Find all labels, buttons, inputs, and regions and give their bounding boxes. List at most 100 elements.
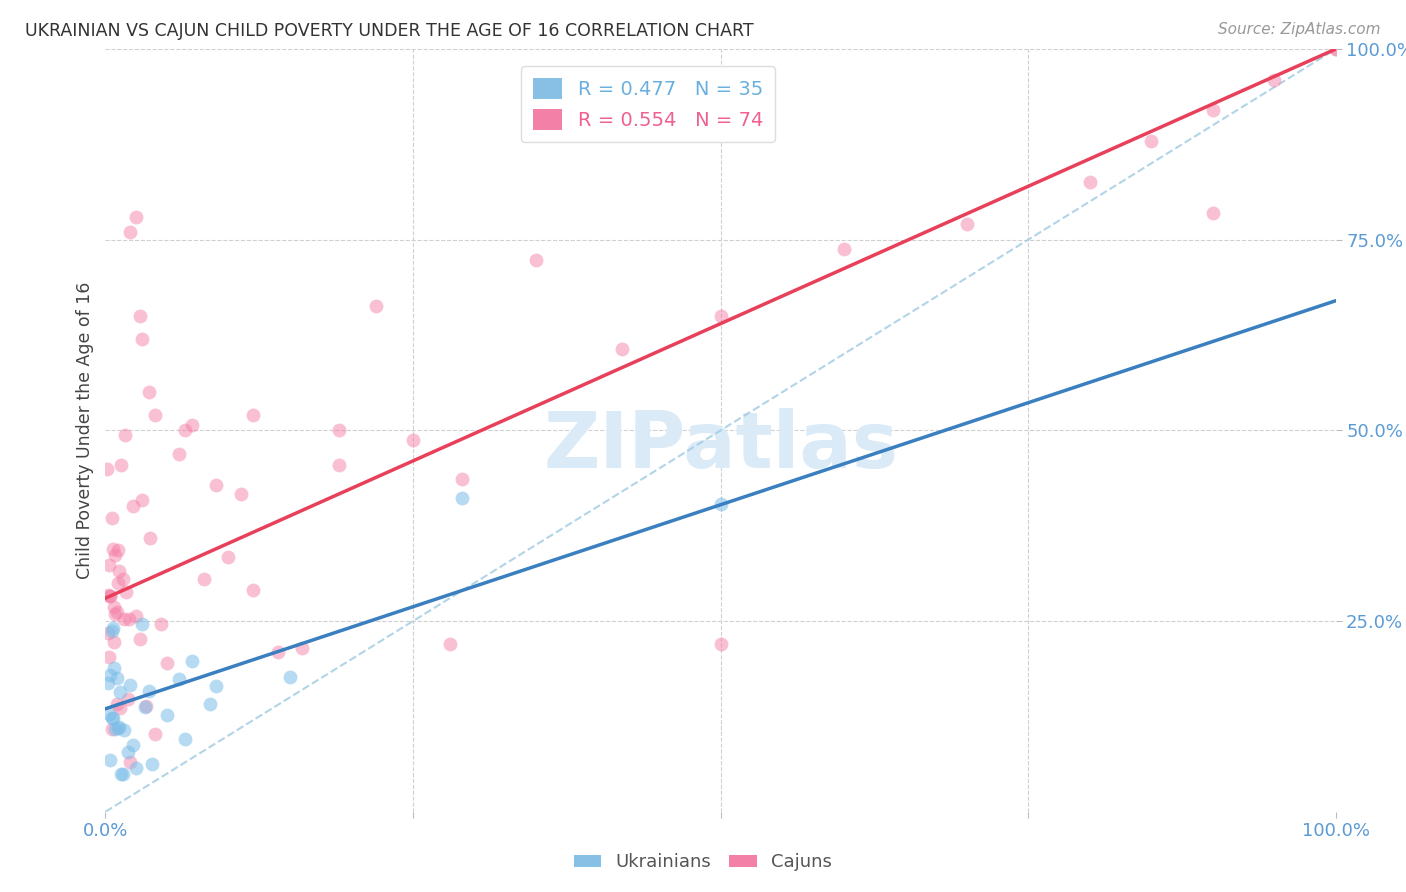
Point [100,511,122,525]
Point [108,720,131,734]
Point [138,531,162,545]
Point [110,458,132,472]
Point [180,654,202,668]
Legend: Ukrainians, Cajuns: Ukrainians, Cajuns [567,847,839,879]
Point [120,678,141,692]
Point [104,722,127,736]
Legend: R = 0.477   N = 35, R = 0.554   N = 74: R = 0.477 N = 35, R = 0.554 N = 74 [522,66,775,142]
Point [120,755,141,769]
Point [169,672,191,686]
Point [143,408,166,422]
Point [107,576,129,591]
Point [180,418,202,433]
Point [117,692,139,706]
Point [125,609,148,624]
Point [98,707,121,722]
Point [141,756,163,771]
Point [121,738,143,752]
Point [174,732,197,747]
Point [278,670,301,684]
Point [98,558,121,573]
Point [366,299,388,313]
Point [110,701,132,715]
Point [242,582,264,597]
Point [143,726,166,740]
Point [111,572,134,586]
Point [1140,134,1163,148]
Point [174,424,197,438]
Point [710,496,733,510]
Point [110,685,132,699]
Point [402,434,425,448]
Point [111,766,134,780]
Point [96,461,118,475]
Point [104,548,127,562]
Point [1263,72,1285,87]
Point [439,637,461,651]
Point [291,640,314,655]
Point [97,676,120,690]
Point [328,424,350,438]
Point [98,589,122,603]
Point [451,472,474,486]
Point [832,243,855,257]
Point [100,624,122,639]
Point [242,408,264,422]
Point [112,612,135,626]
Point [193,573,215,587]
Point [98,668,122,682]
Point [97,625,120,640]
Point [1202,206,1225,220]
Point [131,492,153,507]
Point [1078,176,1101,190]
Point [149,617,172,632]
Point [138,684,160,698]
Point [205,679,228,693]
Point [114,427,136,442]
Point [710,309,733,323]
Point [98,649,121,664]
Point [101,621,124,635]
Point [107,721,129,735]
Point [134,699,156,714]
Point [710,637,733,651]
Point [97,588,120,602]
Point [100,723,122,737]
Point [120,225,141,239]
Point [135,698,157,713]
Point [118,612,141,626]
Point [115,585,138,599]
Point [205,477,228,491]
Point [131,616,153,631]
Point [107,543,129,558]
Point [103,635,125,649]
Point [156,708,179,723]
Point [610,343,633,357]
Point [524,253,547,268]
Point [131,332,153,346]
Point [956,217,979,231]
Point [1324,42,1347,56]
Text: UKRAINIAN VS CAJUN CHILD POVERTY UNDER THE AGE OF 16 CORRELATION CHART: UKRAINIAN VS CAJUN CHILD POVERTY UNDER T… [25,22,754,40]
Point [121,499,143,513]
Point [104,607,127,621]
Point [108,564,131,578]
Text: ZIPatlas: ZIPatlas [543,408,898,483]
Point [267,644,290,658]
Point [1202,103,1225,117]
Text: Source: ZipAtlas.com: Source: ZipAtlas.com [1218,22,1381,37]
Point [98,753,122,767]
Point [451,491,474,505]
Point [105,671,128,685]
Point [198,697,221,711]
Point [101,711,124,725]
Point [328,458,350,472]
Point [218,549,240,564]
Y-axis label: Child Poverty Under the Age of 16: Child Poverty Under the Age of 16 [76,282,94,579]
Point [138,385,160,400]
Point [98,589,122,603]
Point [105,605,128,619]
Point [105,697,128,711]
Point [103,661,125,675]
Point [125,762,148,776]
